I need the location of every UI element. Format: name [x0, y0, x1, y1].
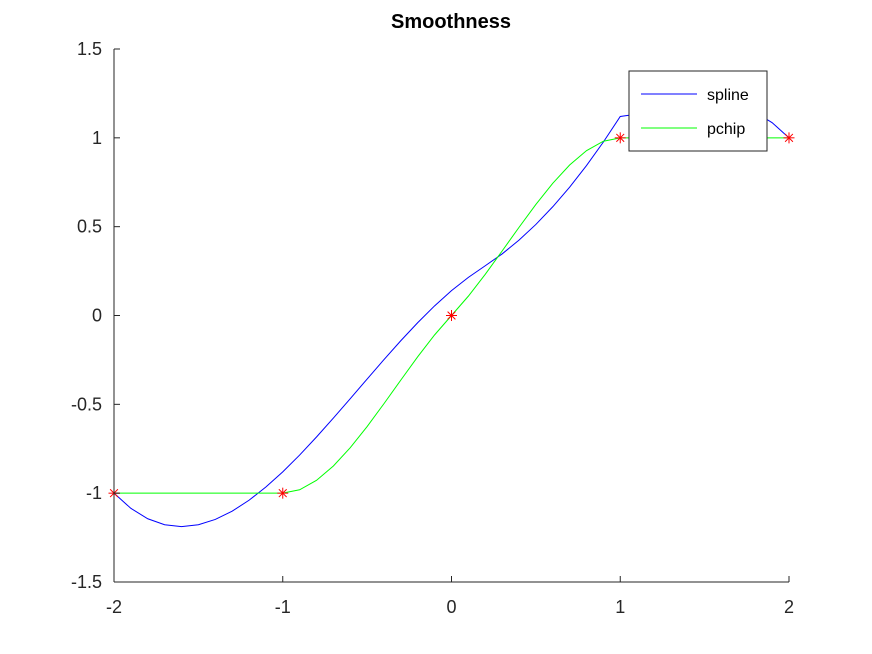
chart-title: Smoothness — [391, 11, 511, 33]
legend-box — [628, 70, 768, 152]
data-point-marker — [783, 132, 795, 144]
y-tick-label: 1.5 — [77, 39, 102, 59]
x-tick-label: 0 — [446, 597, 456, 617]
data-point-marker — [277, 487, 289, 499]
marker-stroke — [784, 133, 794, 143]
marker-stroke — [447, 311, 456, 320]
y-tick-label: -0.5 — [71, 394, 102, 414]
data-point-marker — [614, 132, 626, 144]
legend-label-pchip: pchip — [707, 121, 745, 138]
legend-label-spline: spline — [707, 87, 749, 104]
y-tick-label: 0 — [92, 306, 102, 326]
data-point-markers — [108, 132, 795, 499]
data-point-marker — [446, 310, 457, 321]
y-tick-label: -1.5 — [71, 572, 102, 592]
axes: -2 -1 0 1 2 -1.5 -1 -0.5 0 0.5 1 1.5 — [71, 39, 794, 617]
y-tick-label: -1 — [86, 483, 102, 503]
x-tick-label: -1 — [275, 597, 291, 617]
x-tick-label: -2 — [106, 597, 122, 617]
y-tick-label: 0.5 — [77, 217, 102, 237]
marker-stroke — [278, 488, 288, 498]
x-tick-label: 2 — [784, 597, 794, 617]
x-tick-label: 1 — [615, 597, 625, 617]
y-tick-label: 1 — [92, 128, 102, 148]
legend: spline pchip — [628, 70, 768, 152]
marker-stroke — [615, 133, 625, 143]
